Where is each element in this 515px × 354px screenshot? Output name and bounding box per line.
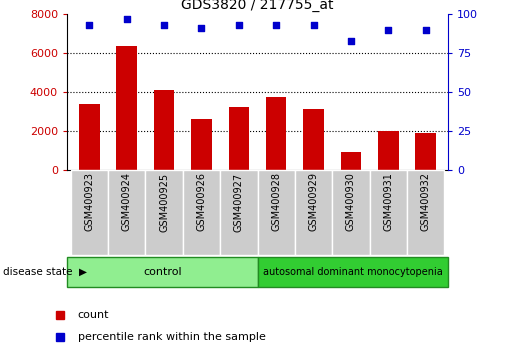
Text: GSM400928: GSM400928	[271, 172, 281, 232]
Text: autosomal dominant monocytopenia: autosomal dominant monocytopenia	[263, 267, 443, 277]
Bar	[258, 257, 448, 287]
Point	[160, 22, 168, 28]
Text: GSM400923: GSM400923	[84, 172, 94, 232]
Text: GSM400926: GSM400926	[196, 172, 207, 232]
Point	[310, 22, 318, 28]
Bar	[378, 131, 399, 170]
Bar	[154, 90, 175, 170]
Bar	[71, 170, 108, 255]
Text: GSM400924: GSM400924	[122, 172, 132, 232]
Point	[235, 22, 243, 28]
Text: disease state  ▶: disease state ▶	[3, 267, 87, 277]
Text: percentile rank within the sample: percentile rank within the sample	[78, 332, 266, 342]
Bar	[258, 170, 295, 255]
Point	[123, 16, 131, 22]
Bar	[407, 170, 444, 255]
Bar	[183, 170, 220, 255]
Bar	[108, 170, 145, 255]
Bar	[116, 46, 137, 170]
Point	[347, 38, 355, 44]
Point	[272, 22, 280, 28]
Bar	[266, 97, 286, 170]
Point	[85, 22, 94, 28]
Text: control: control	[143, 267, 182, 277]
Bar	[229, 107, 249, 170]
Text: GSM400931: GSM400931	[383, 172, 393, 232]
Point	[197, 25, 205, 31]
Bar	[67, 257, 258, 287]
Text: GSM400929: GSM400929	[308, 172, 319, 232]
Bar	[145, 170, 183, 255]
Bar	[303, 109, 324, 170]
Bar	[220, 170, 258, 255]
Bar	[295, 170, 332, 255]
Title: GDS3820 / 217755_at: GDS3820 / 217755_at	[181, 0, 334, 12]
Point	[384, 27, 392, 33]
Bar	[79, 104, 99, 170]
Bar	[340, 152, 361, 170]
Text: count: count	[78, 310, 109, 320]
Text: GSM400932: GSM400932	[421, 172, 431, 232]
Text: GSM400927: GSM400927	[234, 172, 244, 232]
Text: GSM400930: GSM400930	[346, 172, 356, 232]
Bar	[191, 119, 212, 170]
Bar	[332, 170, 370, 255]
Bar	[416, 133, 436, 170]
Point	[421, 27, 430, 33]
Text: GSM400925: GSM400925	[159, 172, 169, 232]
Bar	[370, 170, 407, 255]
